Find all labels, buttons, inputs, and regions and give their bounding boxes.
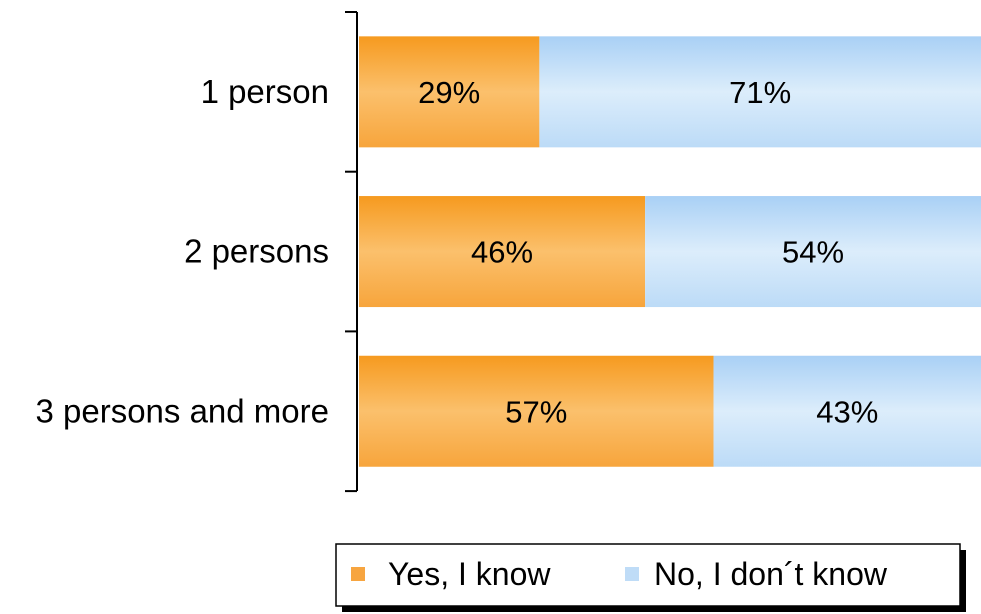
legend-label-yes: Yes, I know bbox=[388, 556, 551, 592]
data-label-no: 71% bbox=[729, 75, 791, 110]
legend-label-no: No, I don´t know bbox=[654, 556, 888, 592]
category-label: 2 persons bbox=[184, 233, 329, 270]
bar-segment-yes bbox=[359, 355, 714, 467]
bar-segment-yes bbox=[359, 196, 646, 308]
labels-layer: 1 person 29% 71% 2 persons 46% 54% 3 persons a… bbox=[35, 73, 878, 429]
category-axis bbox=[345, 11, 358, 493]
bar-segment-no bbox=[645, 196, 981, 308]
data-label-no: 43% bbox=[816, 394, 878, 429]
legend-swatch-yes bbox=[351, 567, 365, 581]
bar-segment-no bbox=[713, 355, 981, 467]
legend-box bbox=[335, 543, 961, 607]
data-label-yes: 29% bbox=[418, 75, 480, 110]
bar-segment-yes bbox=[359, 36, 540, 148]
category-label: 3 persons and more bbox=[35, 392, 329, 429]
bars-layer bbox=[359, 36, 981, 467]
category-label: 1 person bbox=[201, 73, 329, 110]
bar-segment-no bbox=[539, 36, 981, 148]
data-label-yes: 46% bbox=[471, 235, 533, 270]
data-label-no: 54% bbox=[782, 235, 844, 270]
legend: Yes, I know No, I don´t know bbox=[335, 543, 966, 612]
legend-swatch-no bbox=[625, 567, 639, 581]
data-label-yes: 57% bbox=[505, 394, 567, 429]
